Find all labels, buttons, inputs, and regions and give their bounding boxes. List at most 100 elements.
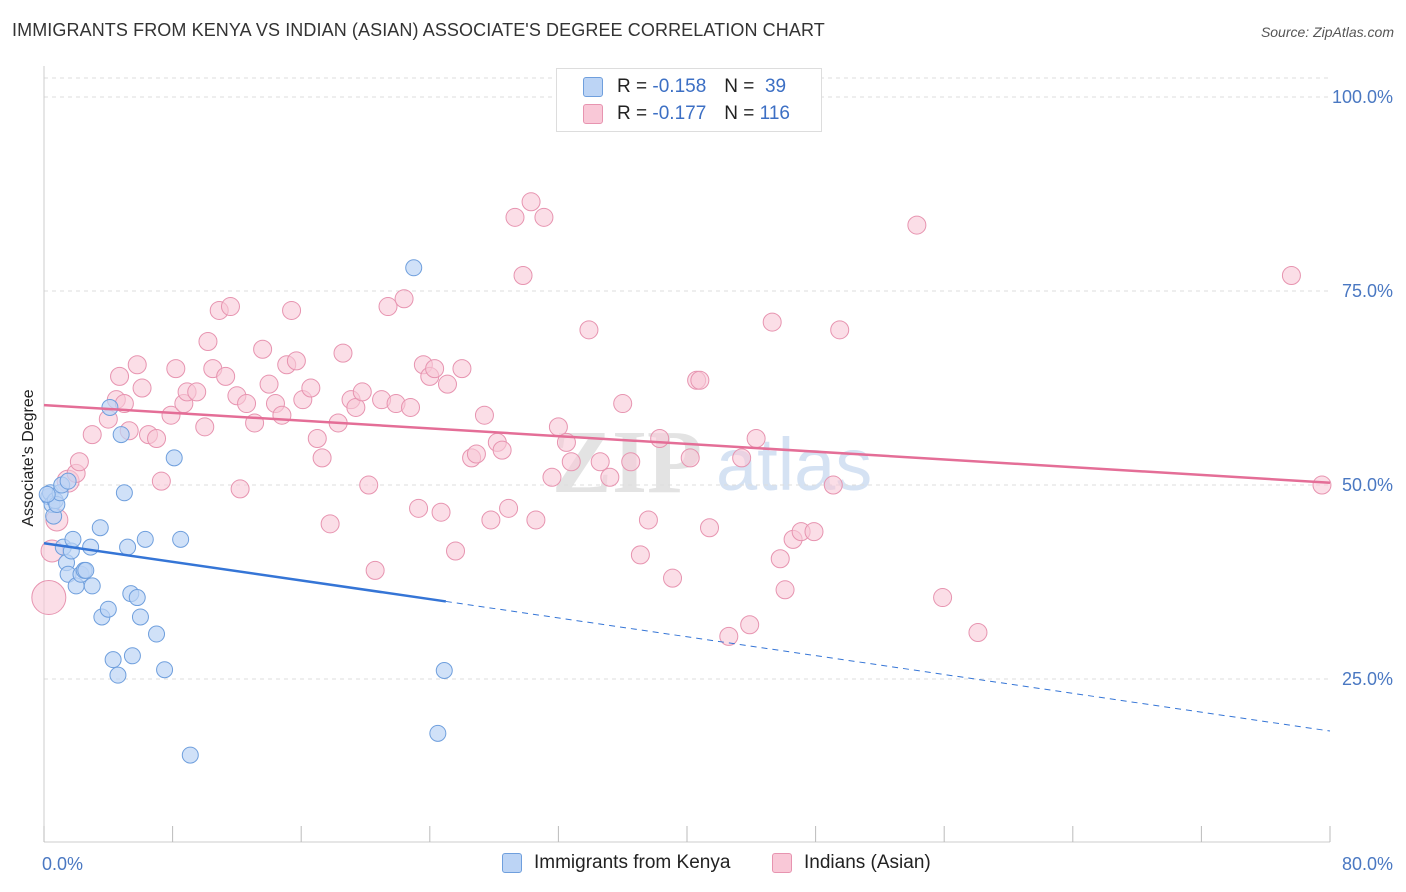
bottom-legend-kenya: Immigrants from Kenya xyxy=(502,852,730,874)
kenya-point xyxy=(83,577,101,595)
kenya-point xyxy=(123,647,141,665)
kenya-point xyxy=(136,530,154,548)
indian-point xyxy=(359,475,379,495)
legend-r-label: R = xyxy=(617,76,648,97)
indian-point xyxy=(272,405,292,425)
indian-point xyxy=(561,452,581,472)
indian-point xyxy=(830,320,850,340)
y-axis-title: Associate's Degree xyxy=(20,389,37,526)
indian-point xyxy=(82,425,102,445)
indian-point xyxy=(147,428,167,448)
indian-point xyxy=(492,440,512,460)
kenya-point xyxy=(181,746,199,764)
indian-point xyxy=(230,479,250,499)
legend-row-kenya: R = -0.158 N = 39 xyxy=(583,75,786,99)
gridlines xyxy=(44,77,1330,680)
indian-point xyxy=(394,289,414,309)
kenya-point xyxy=(109,666,127,684)
indian-point xyxy=(333,343,353,363)
y-tick-label: 75.0% xyxy=(1342,281,1393,301)
indian-point xyxy=(680,448,700,468)
x-tick-label: 0.0% xyxy=(42,854,83,874)
indian-point xyxy=(663,568,683,588)
indian-point xyxy=(613,394,633,414)
indian-point xyxy=(474,405,494,425)
axes xyxy=(43,66,1331,843)
kenya-point xyxy=(59,472,77,490)
indian-point xyxy=(466,444,486,464)
kenya-swatch xyxy=(502,853,522,873)
kenya-point xyxy=(405,259,423,277)
kenya-point xyxy=(64,530,82,548)
kenya-point xyxy=(91,519,109,537)
indian-point xyxy=(600,467,620,487)
indian-point xyxy=(746,428,766,448)
indian-point xyxy=(740,615,760,635)
kenya-point xyxy=(128,589,146,607)
indian-point xyxy=(499,498,519,518)
indian-point xyxy=(253,339,273,359)
indian-point xyxy=(579,320,599,340)
indian-point xyxy=(621,452,641,472)
indian-point xyxy=(650,428,670,448)
kenya-point xyxy=(172,530,190,548)
indian-point xyxy=(127,355,147,375)
indian-point xyxy=(307,428,327,448)
indian-point xyxy=(1312,475,1332,495)
indian-point xyxy=(907,215,927,235)
legend-n-label: N = xyxy=(724,103,755,124)
indian-point xyxy=(425,359,445,379)
indian-point xyxy=(216,366,236,386)
indian-point xyxy=(505,207,525,227)
chart-title: IMMIGRANTS FROM KENYA VS INDIAN (ASIAN) … xyxy=(12,20,825,40)
indian-point xyxy=(378,297,398,317)
bottom-legend-indian: Indians (Asian) xyxy=(772,852,931,874)
kenya-n-value: 39 xyxy=(764,76,787,97)
indian-point xyxy=(365,560,385,580)
indian-point xyxy=(690,370,710,390)
indian-point xyxy=(312,448,332,468)
indian-n-value: 116 xyxy=(759,103,790,124)
source-label: Source: ZipAtlas.com xyxy=(1260,24,1394,40)
kenya-point xyxy=(131,608,149,626)
indian-swatch xyxy=(583,104,603,124)
indian-point xyxy=(700,518,720,538)
kenya-r-value: -0.158 xyxy=(652,76,707,97)
kenya-swatch xyxy=(583,77,603,97)
kenya-point xyxy=(429,724,447,742)
tick-labels: 100.0% 75.0% 50.0% 25.0% 0.0% 80.0% xyxy=(42,87,1393,874)
indian-point xyxy=(590,452,610,472)
indian-point xyxy=(437,374,457,394)
indian-point xyxy=(452,359,472,379)
correlation-legend: R = -0.158 N = 39 R = -0.177 N = 116 xyxy=(556,68,822,132)
indian-point xyxy=(1281,266,1301,286)
kenya-point xyxy=(77,561,95,579)
indian-point xyxy=(401,397,421,417)
indian-point xyxy=(110,366,130,386)
indian-point xyxy=(526,510,546,530)
trend-lines xyxy=(43,403,1331,732)
indian-point xyxy=(534,207,554,227)
kenya-point xyxy=(156,661,174,679)
kenya-points xyxy=(38,259,453,764)
kenya-point xyxy=(104,651,122,669)
indian-point xyxy=(968,622,988,642)
indian-r-value: -0.177 xyxy=(652,103,707,124)
y-tick-label: 50.0% xyxy=(1342,475,1393,495)
kenya-point xyxy=(148,625,166,643)
legend-row-indian: R = -0.177 N = 116 xyxy=(583,102,790,126)
indian-point xyxy=(195,417,215,437)
indian-point xyxy=(775,580,795,600)
indian-point xyxy=(630,545,650,565)
indian-point xyxy=(259,374,279,394)
kenya-trend-extension xyxy=(445,600,1331,732)
indian-point xyxy=(187,382,207,402)
indian-point xyxy=(151,471,171,491)
indian-point xyxy=(320,514,340,534)
indian-point xyxy=(933,588,953,608)
kenya-point xyxy=(99,600,117,618)
indian-point xyxy=(31,580,67,616)
indian-point xyxy=(286,351,306,371)
kenya-point xyxy=(101,398,119,416)
